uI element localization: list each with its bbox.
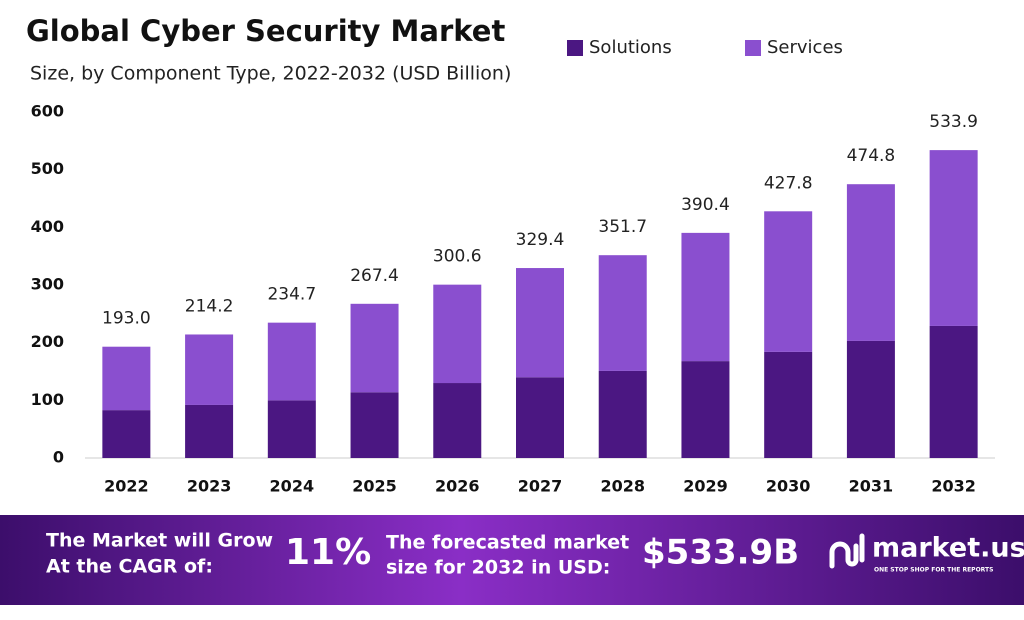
- total-label: 193.0: [102, 309, 151, 329]
- x-tick-label: 2031: [849, 477, 894, 496]
- total-label: 300.6: [433, 247, 482, 267]
- x-tick-label: 2025: [352, 477, 397, 496]
- brand-logo: [829, 533, 865, 569]
- tagline: ONE STOP SHOP FOR THE REPORTS: [874, 567, 993, 574]
- bar-segment: [350, 303, 399, 393]
- y-tick-label: 300: [31, 275, 64, 294]
- bar-segment: [598, 370, 647, 458]
- chart-subtitle: Size, by Component Type, 2022-2032 (USD …: [30, 63, 511, 85]
- brand: market.us: [872, 533, 1024, 564]
- y-tick-label: 500: [31, 159, 64, 178]
- bar-segment: [102, 346, 151, 411]
- bar-segment: [681, 361, 730, 458]
- total-label: 351.7: [598, 217, 647, 237]
- bar-segment: [185, 404, 234, 458]
- y-tick-label: 0: [53, 448, 64, 467]
- forecast-text: The forecasted market: [386, 532, 629, 554]
- bar-segment: [267, 400, 316, 458]
- total-label: 533.9: [929, 112, 978, 132]
- x-tick-label: 2027: [518, 477, 563, 496]
- bar-segment: [929, 325, 978, 458]
- x-tick-label: 2029: [683, 477, 728, 496]
- forecast-value: $533.9B: [642, 533, 799, 573]
- x-tick-label: 2028: [600, 477, 645, 496]
- bar-segment: [102, 410, 151, 458]
- bar-segment: [764, 211, 813, 352]
- bar-segment: [433, 383, 482, 458]
- cagr-value: 11%: [285, 532, 371, 573]
- bar-segment: [516, 268, 564, 378]
- x-tick-label: 2030: [766, 477, 811, 496]
- y-tick-label: 600: [31, 102, 64, 121]
- x-tick-label: 2022: [104, 477, 149, 496]
- total-label: 474.8: [847, 146, 896, 166]
- total-label: 214.2: [185, 296, 234, 316]
- x-tick-label: 2032: [931, 477, 976, 496]
- legend-label: Solutions: [589, 37, 672, 58]
- y-tick-label: 400: [31, 217, 64, 236]
- bar-segment: [929, 150, 978, 326]
- forecast-text: size for 2032 in USD:: [386, 557, 610, 579]
- y-tick-label: 100: [31, 390, 64, 409]
- bar-segment: [598, 255, 647, 371]
- legend-swatch: [567, 40, 583, 56]
- bar-segment: [681, 232, 730, 362]
- legend-label: Services: [767, 37, 843, 58]
- cagr-text: The Market will Grow: [46, 530, 273, 552]
- bar-segment: [267, 322, 316, 401]
- x-tick-label: 2024: [270, 477, 315, 496]
- chart-title: Global Cyber Security Market: [26, 14, 505, 48]
- cagr-text: At the CAGR of:: [46, 556, 213, 578]
- total-label: 427.8: [764, 173, 813, 193]
- bar-segment: [185, 334, 234, 405]
- bar-segment: [516, 377, 564, 458]
- legend-swatch: [745, 40, 761, 56]
- total-label: 329.4: [516, 230, 565, 250]
- x-tick-label: 2026: [435, 477, 480, 496]
- total-label: 390.4: [681, 195, 730, 215]
- total-label: 267.4: [350, 266, 399, 286]
- bar-segment: [846, 184, 895, 341]
- footer-banner: [0, 515, 1024, 605]
- bar-segment: [846, 340, 895, 458]
- bar-segment: [350, 392, 399, 458]
- bar-segment: [433, 284, 482, 384]
- total-label: 234.7: [267, 285, 316, 305]
- bar-segment: [764, 351, 813, 458]
- y-tick-label: 200: [31, 332, 64, 351]
- footer: The Market will Grow At the CAGR of: 11%…: [46, 530, 1024, 579]
- x-tick-label: 2023: [187, 477, 232, 496]
